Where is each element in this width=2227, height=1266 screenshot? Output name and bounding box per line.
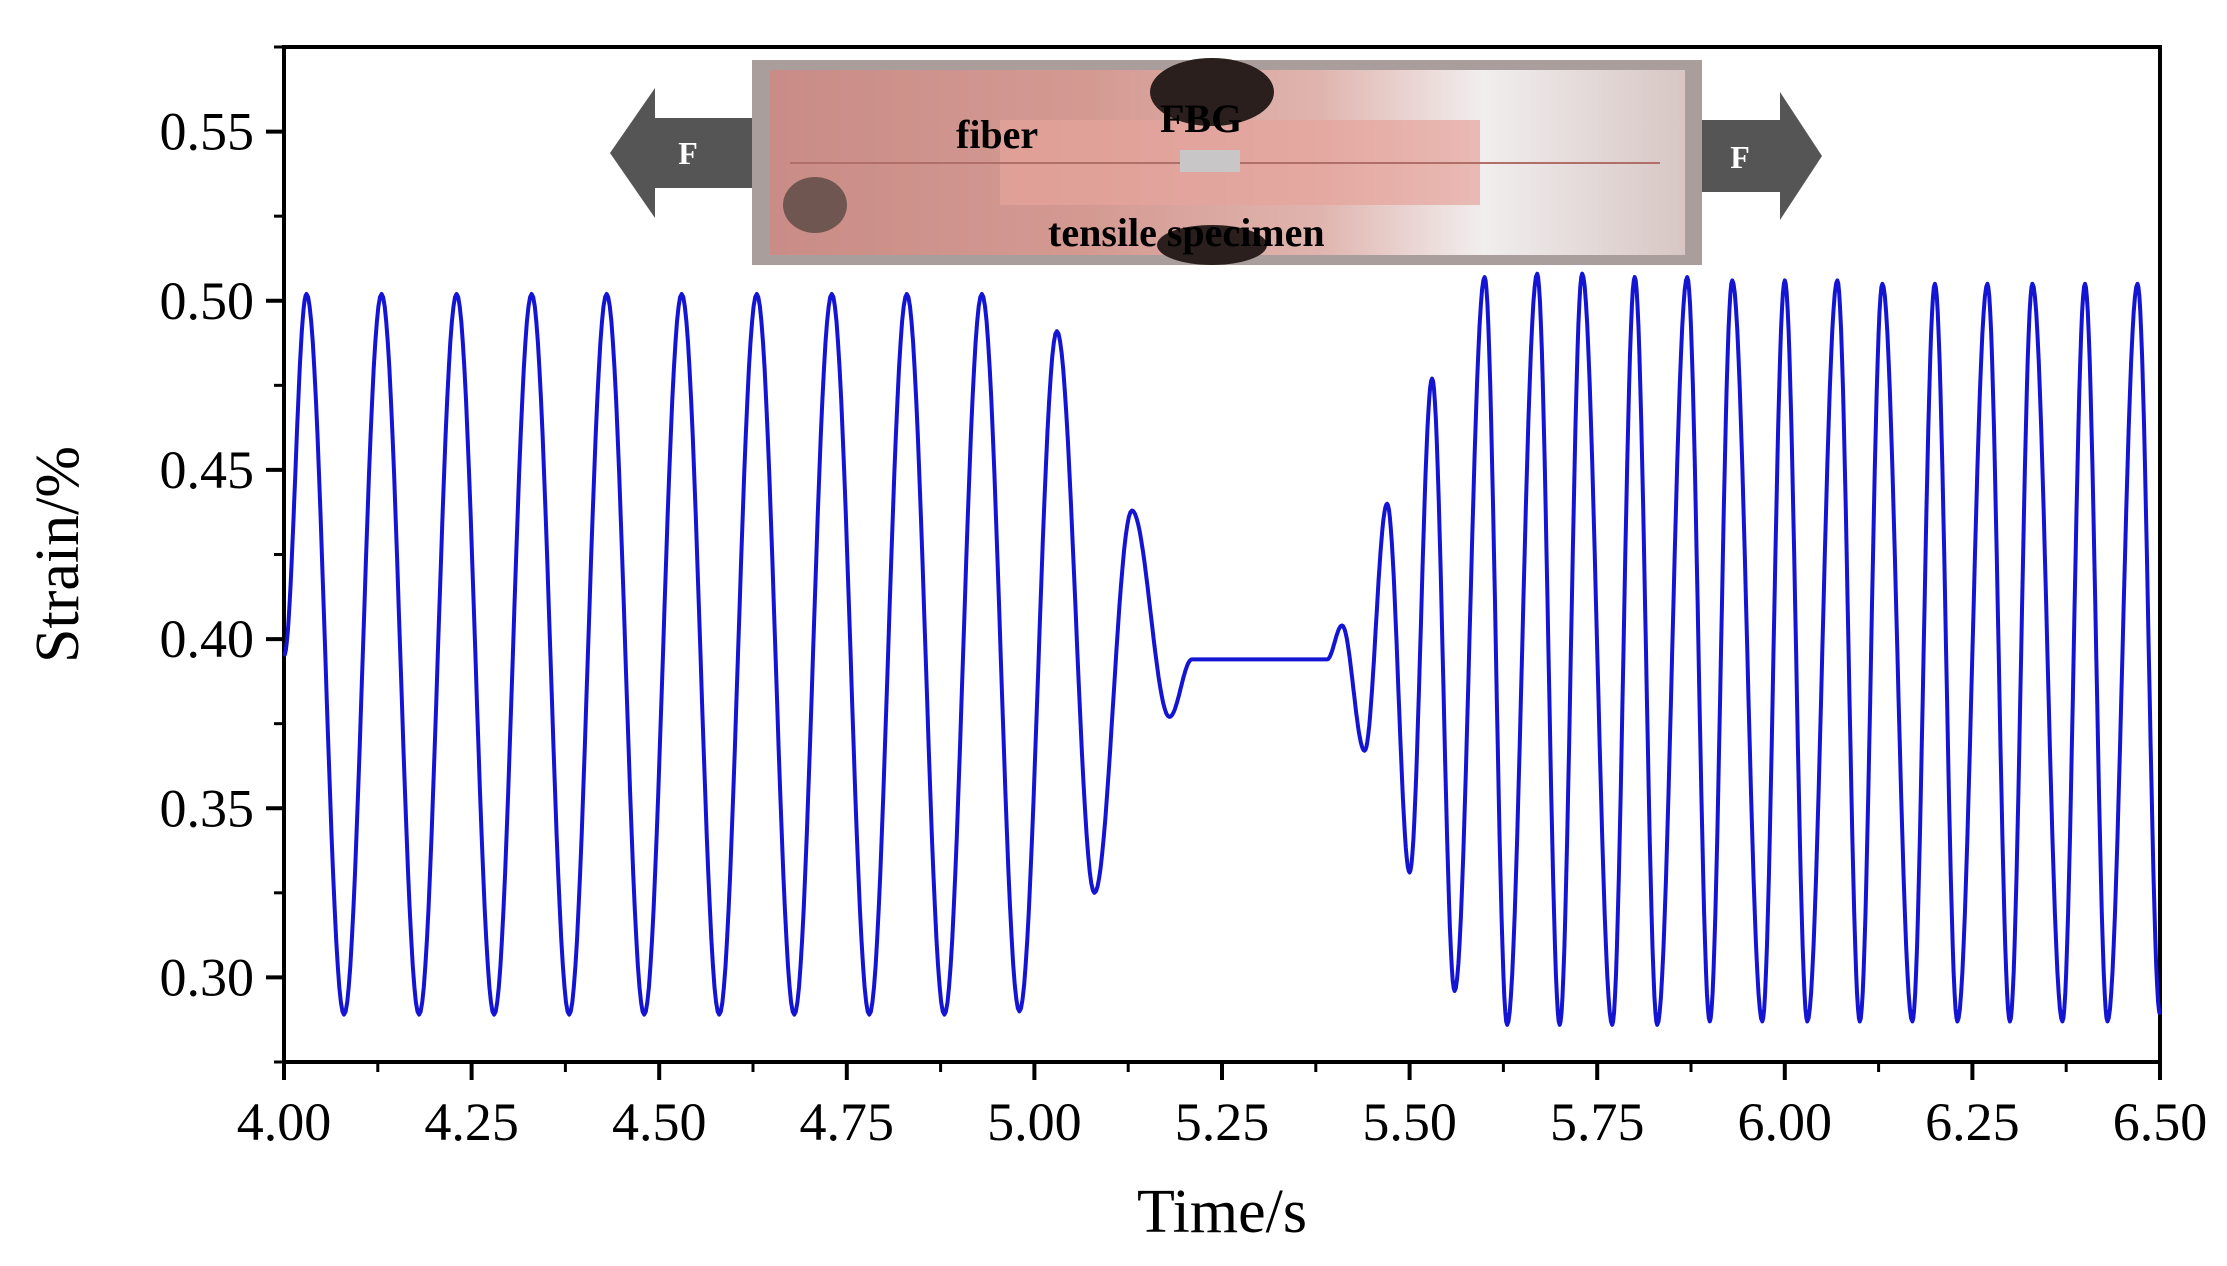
x-tick-label: 5.00 (987, 1092, 1082, 1152)
x-tick-label: 4.75 (800, 1092, 895, 1152)
x-tick-label: 4.00 (237, 1092, 332, 1152)
x-tick-label: 5.75 (1550, 1092, 1645, 1152)
x-tick-label: 6.25 (1925, 1092, 2020, 1152)
x-tick-label: 6.50 (2113, 1092, 2208, 1152)
left-force-label: F (678, 135, 698, 171)
x-tick-label: 6.00 (1738, 1092, 1833, 1152)
x-tick-label: 4.25 (424, 1092, 519, 1152)
x-tick-label: 5.50 (1362, 1092, 1457, 1152)
x-tick-label: 5.25 (1175, 1092, 1270, 1152)
annotation-fiber: fiber (956, 112, 1038, 157)
left-force-arrow: F (610, 88, 752, 218)
y-tick-label: 0.30 (160, 947, 255, 1007)
right-force-label: F (1730, 139, 1750, 175)
annotation-fbg: FBG (1160, 96, 1242, 141)
y-axis-title: Strain/% (24, 446, 92, 663)
right-force-arrow: F (1702, 92, 1822, 220)
x-axis-title: Time/s (1137, 1178, 1307, 1246)
y-tick-label: 0.45 (160, 440, 255, 500)
annotation-tensile-specimen: tensile specimen (1048, 210, 1325, 255)
series-line-0 (282, 271, 2162, 1027)
x-tick-label: 4.50 (612, 1092, 707, 1152)
y-tick-label: 0.35 (160, 778, 255, 838)
specimen-photo-inset (752, 58, 1702, 265)
y-tick-label: 0.50 (160, 271, 255, 331)
y-tick-label: 0.40 (160, 609, 255, 669)
y-tick-label: 0.55 (160, 102, 255, 162)
